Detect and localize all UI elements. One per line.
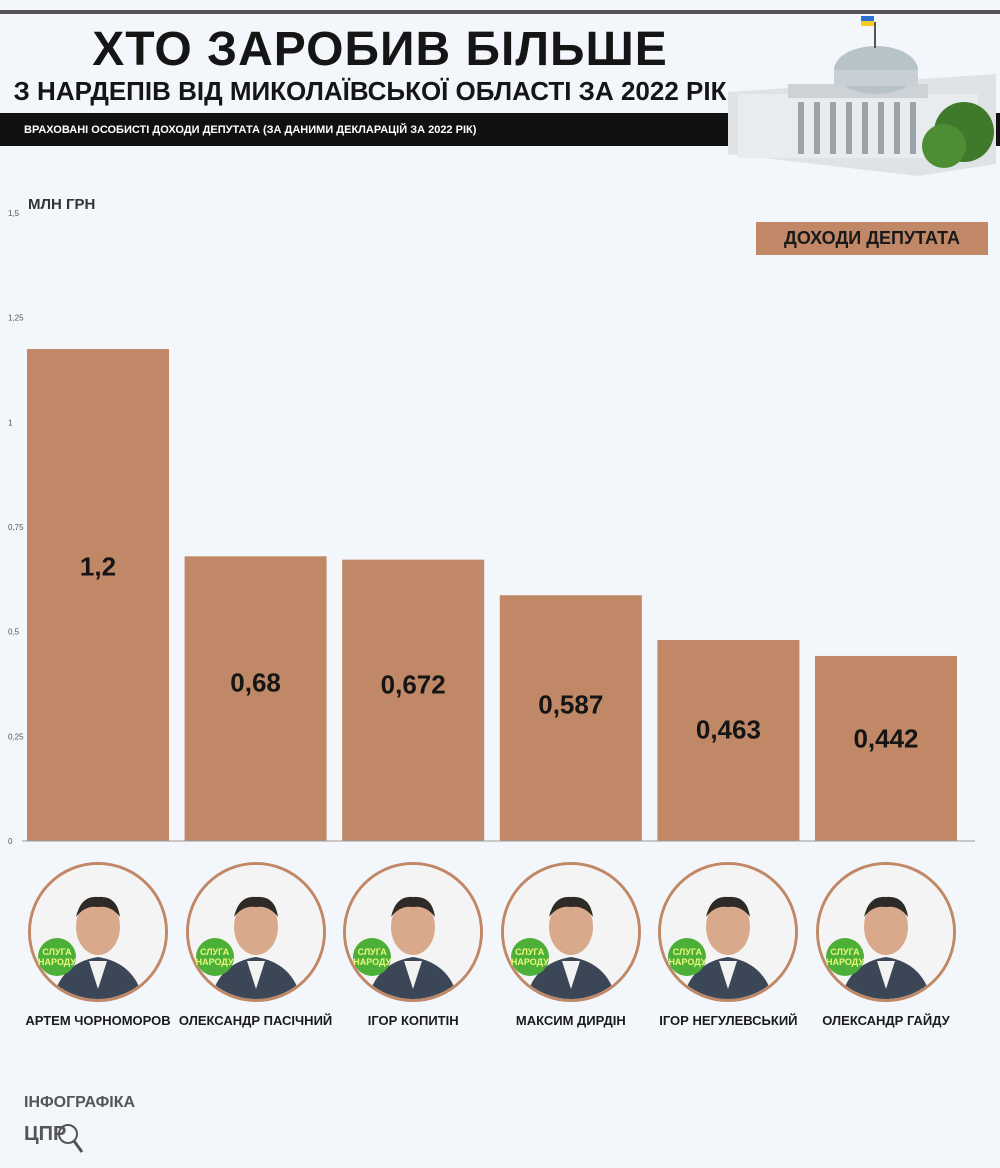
deputy-name: МАКСИМ ДИРДІН: [515, 1013, 626, 1028]
person-silhouette-icon: [661, 865, 796, 999]
svg-text:ЦПР: ЦПР: [24, 1123, 66, 1145]
bar: [657, 640, 800, 841]
bar: [342, 559, 485, 841]
y-tick-label: 1: [8, 418, 13, 427]
legend-badge: ДОХОДИ ДЕПУТАТА: [756, 222, 988, 255]
deputy-name: ОЛЕКСАНДР ПАСІЧНИЙ: [178, 1013, 333, 1028]
top-rule: [0, 10, 1000, 14]
person-silhouette-icon: [188, 865, 323, 999]
party-badge: СЛУГА НАРОДУ: [826, 938, 864, 976]
bar-value-label: 0,68: [230, 668, 281, 698]
deputy-name: АРТЕМ ЧОРНОМОРОВ: [25, 1013, 171, 1028]
y-tick-label: 0: [8, 837, 13, 846]
parliament-building-image: [728, 16, 996, 176]
party-badge: СЛУГА НАРОДУ: [38, 938, 76, 976]
y-tick-label: 0,5: [8, 628, 20, 637]
bar-value-label: 0,672: [381, 669, 446, 699]
page-subtitle: З НАРДЕПІВ ВІД МИКОЛАЇВСЬКОЇ ОБЛАСТІ ЗА …: [13, 76, 727, 106]
person-silhouette-icon: [346, 865, 481, 999]
bar: [815, 655, 957, 841]
y-tick-label: 0,25: [8, 732, 24, 741]
deputy-photo: [816, 862, 956, 1002]
deputy-photo: [500, 862, 641, 1002]
bar: [499, 595, 642, 841]
party-badge: СЛУГА НАРОДУ: [668, 938, 707, 976]
person-silhouette-icon: [503, 865, 638, 999]
income-bar-chart: МЛН ГРН 0 0,25 0,5 0,75 1 1,25 1,5 1,2 0,68 0,67…: [8, 196, 975, 846]
deputy-photo: [185, 862, 326, 1002]
person-silhouette-icon: [819, 865, 953, 999]
bar-value-label: 0,463: [696, 714, 761, 744]
bar-value-label: 0,587: [538, 689, 603, 719]
party-badge: СЛУГА НАРОДУ: [353, 938, 392, 976]
y-tick-label: 1,25: [8, 314, 24, 323]
deputy-name: ОЛЕКСАНДР ГАЙДУ: [822, 1013, 950, 1028]
y-axis-label: МЛН ГРН: [28, 196, 95, 213]
deputy-photo: [658, 862, 799, 1002]
deputy-name: ІГОР НЕГУЛЕВСЬКИЙ: [659, 1013, 798, 1028]
y-tick-label: 0,75: [8, 523, 24, 532]
party-badge: СЛУГА НАРОДУ: [195, 938, 234, 976]
deputy-photo: [343, 862, 484, 1002]
deputy-photo: [28, 862, 168, 1002]
bar: [27, 349, 169, 841]
caption-text: ВРАХОВАНІ ОСОБИСТІ ДОХОДИ ДЕПУТАТА (ЗА Д…: [24, 124, 477, 136]
party-badge: СЛУГА НАРОДУ: [510, 938, 549, 976]
person-silhouette-icon: [31, 865, 165, 999]
page-title: ХТО ЗАРОБИВ БІЛЬШЕ: [92, 23, 668, 76]
cpr-logo-icon: ЦПР: [24, 1123, 84, 1153]
deputy-name: ІГОР КОПИТІН: [367, 1013, 459, 1028]
bar-value-label: 1,2: [80, 552, 116, 582]
footer-label: ІНФОГРАФІКА: [24, 1094, 136, 1111]
y-tick-label: 1,5: [8, 209, 20, 218]
bar: [184, 556, 327, 841]
bar-value-label: 0,442: [853, 723, 918, 753]
